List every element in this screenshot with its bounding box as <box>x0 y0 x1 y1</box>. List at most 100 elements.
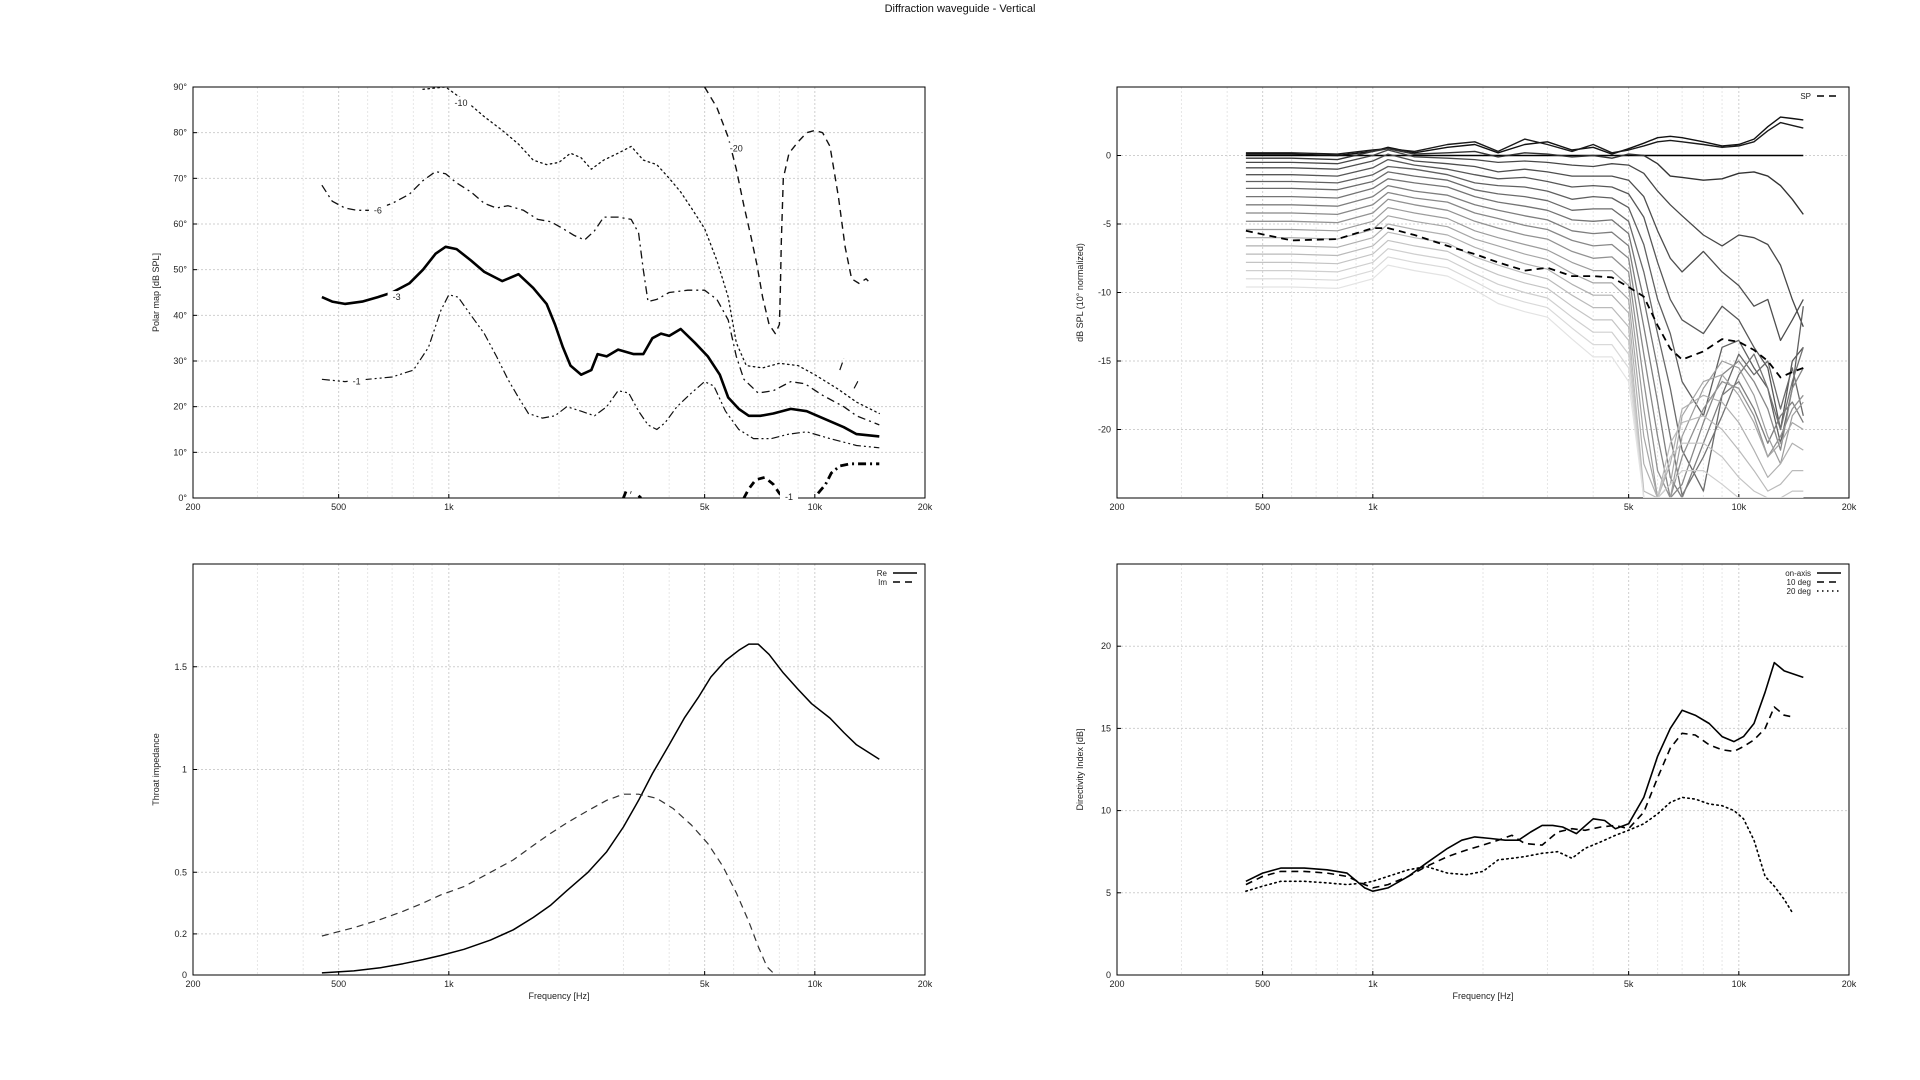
series-line-13 <box>1245 207 1804 498</box>
y-axis-label: Directivity Index [dB] <box>1075 728 1085 810</box>
series-group <box>1245 116 1804 498</box>
plot-frame <box>192 86 926 499</box>
x-tick-label: 20k <box>918 979 933 989</box>
x-tick-label: 10k <box>1732 502 1747 512</box>
series-line-20 <box>1245 264 1804 498</box>
contour-label: -3 <box>393 292 401 302</box>
series-line-9 <box>1245 178 1804 496</box>
x-tick-label: 10k <box>808 502 823 512</box>
series-line-10-deg <box>1245 706 1793 889</box>
grid <box>1117 564 1849 975</box>
y-tick-label: -10 <box>1098 288 1111 298</box>
grid <box>193 87 925 498</box>
contour-label: -1 <box>785 492 793 502</box>
x-tick-label: 500 <box>1255 979 1270 989</box>
y-tick-label: 15 <box>1101 723 1111 733</box>
legend-label: SP <box>1800 92 1811 101</box>
y-axis-label: dB SPL (10° normalized) <box>1075 243 1085 342</box>
x-tick-label: 10k <box>808 979 823 989</box>
series-line-7 <box>622 489 632 498</box>
y-axis-label: Polar map [dB SPL] <box>151 253 161 332</box>
x-tick-label: 200 <box>185 979 200 989</box>
series-line-8 <box>1245 171 1804 492</box>
y-tick-label: 40° <box>173 310 187 320</box>
series-line-2 <box>1245 121 1804 155</box>
plot-frame <box>192 563 926 976</box>
y-tick-label: -15 <box>1098 356 1111 366</box>
series-line-re <box>321 643 880 974</box>
series-line-16 <box>1245 231 1804 498</box>
y-tick-label: 0.5 <box>174 867 187 877</box>
legend-label: on-axis <box>1785 569 1811 578</box>
series-line-15 <box>1245 223 1804 498</box>
series-line-on-axis <box>1245 661 1804 892</box>
series-line-5 <box>839 358 845 371</box>
x-tick-label: 200 <box>1109 502 1124 512</box>
y-axis-label: Throat impedance <box>151 733 161 806</box>
contour-label: -10 <box>455 98 468 108</box>
series-line-6 <box>1245 158 1804 431</box>
contour-label: -1 <box>353 377 361 387</box>
series-line-17 <box>1245 239 1804 498</box>
series-line-14 <box>1245 215 1804 498</box>
y-tick-label: 1 <box>182 765 187 775</box>
series-line-sp <box>1245 227 1804 379</box>
series-line--1 <box>742 476 787 498</box>
series-line-8 <box>637 494 642 498</box>
plot-area <box>1117 564 1849 975</box>
x-tick-label: 500 <box>331 502 346 512</box>
contour-label-bg <box>452 96 471 107</box>
series-line-20-deg <box>1245 796 1794 914</box>
x-tick-label: 500 <box>331 979 346 989</box>
y-tick-label: 0.2 <box>174 929 187 939</box>
series-line--20 <box>703 87 869 335</box>
x-tick-label: 5k <box>700 979 710 989</box>
x-tick-label: 10k <box>1732 979 1747 989</box>
series-line--1 <box>321 294 880 449</box>
x-tick-label: 5k <box>1624 979 1634 989</box>
y-tick-label: 0 <box>182 970 187 980</box>
legend-label: 20 deg <box>1787 587 1811 596</box>
series-line-6 <box>853 381 861 389</box>
x-tick-label: 1k <box>444 979 454 989</box>
x-tick-label: 1k <box>1368 502 1378 512</box>
x-tick-label: 200 <box>1109 979 1124 989</box>
y-tick-label: 0° <box>178 493 187 503</box>
y-tick-label: 10° <box>173 447 187 457</box>
y-tick-label: 20 <box>1101 641 1111 651</box>
contour-label-bg <box>347 375 366 386</box>
x-axis-label: Frequency [Hz] <box>528 991 589 1001</box>
series-line-5 <box>1245 153 1804 342</box>
series-line-im <box>321 793 776 975</box>
contour-label-bg <box>368 204 387 215</box>
plot-frame <box>1116 563 1850 976</box>
legend-label: Im <box>878 578 887 587</box>
x-tick-label: 5k <box>700 502 710 512</box>
y-tick-label: 10 <box>1101 806 1111 816</box>
y-tick-label: 70° <box>173 173 187 183</box>
y-tick-label: 60° <box>173 219 187 229</box>
grid <box>193 564 925 975</box>
series-line-10 <box>816 462 880 495</box>
series-line-10 <box>1245 184 1804 498</box>
x-tick-label: 500 <box>1255 502 1270 512</box>
plot-area <box>193 87 925 498</box>
y-tick-label: -20 <box>1098 425 1111 435</box>
x-tick-label: 20k <box>1842 502 1857 512</box>
contour-label-bg <box>727 142 746 153</box>
series-line--3 <box>321 245 880 438</box>
grid <box>1117 87 1849 498</box>
series-line-4 <box>1245 149 1804 328</box>
x-tick-label: 1k <box>444 502 454 512</box>
plot-area <box>193 564 925 975</box>
series-line-3 <box>1245 148 1804 215</box>
page-title: Diffraction waveguide - Vertical <box>884 3 1036 15</box>
legend-label: Re <box>877 569 888 578</box>
x-tick-label: 5k <box>1624 502 1634 512</box>
y-tick-label: 50° <box>173 265 187 275</box>
contour-label-bg <box>779 491 798 502</box>
legend-label: 10 deg <box>1787 578 1811 587</box>
x-tick-label: 1k <box>1368 979 1378 989</box>
